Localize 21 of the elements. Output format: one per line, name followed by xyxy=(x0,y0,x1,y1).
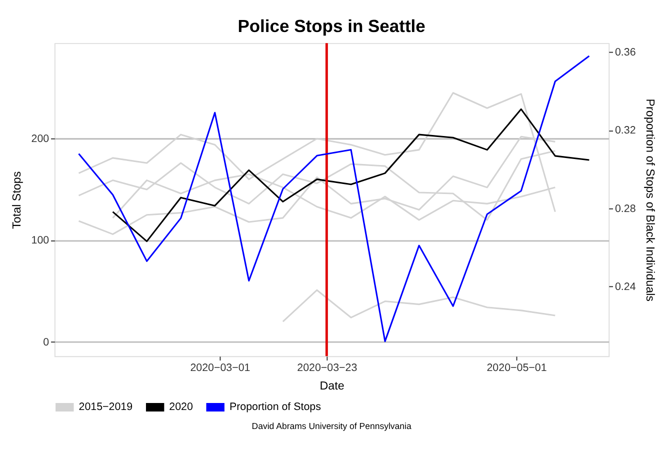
y-axis-title: Total Stops xyxy=(10,171,24,229)
line-series xyxy=(112,108,590,242)
y2-tick-label: 0.32 xyxy=(614,124,636,137)
x-tick-label: 2020−05−01 xyxy=(486,362,547,374)
y-tick-label: 100 xyxy=(31,234,50,247)
y2-tick-label: 0.28 xyxy=(614,202,636,215)
line-series xyxy=(78,55,590,342)
x-tick-label: 2020−03−23 xyxy=(297,362,358,374)
chart-title: Police Stops in Seattle xyxy=(238,16,426,36)
x-axis-title: Date xyxy=(320,380,344,393)
y2-tick-label: 0.24 xyxy=(614,280,636,293)
text: David Abrams University of Pennsylvania xyxy=(252,421,412,432)
legend-label: Proportion of Stops xyxy=(229,401,321,414)
y-tick-label: 0 xyxy=(43,336,50,348)
y-tick-label: 200 xyxy=(31,133,50,146)
line-series xyxy=(282,289,556,322)
legend-label: 2015−2019 xyxy=(78,401,133,414)
x-tick-label: 2020−03−01 xyxy=(190,362,250,374)
legend-label: 2020 xyxy=(169,401,194,414)
y2-tick-label: 0.36 xyxy=(614,46,636,58)
y2-axis-title: Proportion of Stops of Black Individuals xyxy=(643,98,656,302)
